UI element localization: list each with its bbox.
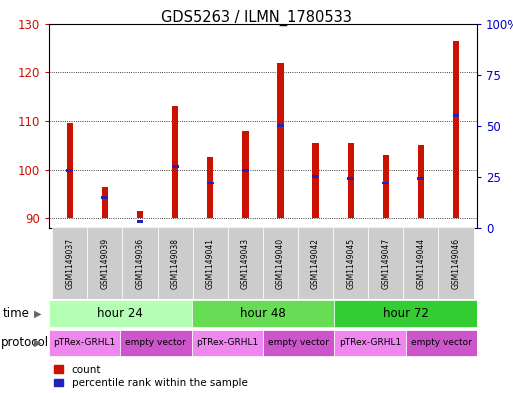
Bar — [312, 143, 319, 218]
FancyBboxPatch shape — [191, 330, 263, 356]
Text: protocol: protocol — [1, 336, 49, 349]
Bar — [347, 143, 354, 218]
Bar — [452, 114, 460, 117]
Text: GSM1149038: GSM1149038 — [171, 238, 180, 289]
Text: ▶: ▶ — [34, 309, 42, 318]
Bar — [207, 157, 213, 218]
FancyBboxPatch shape — [49, 300, 191, 327]
Text: GDS5263 / ILMN_1780533: GDS5263 / ILMN_1780533 — [161, 10, 352, 26]
Bar — [67, 123, 73, 218]
Bar — [66, 169, 73, 172]
Bar — [207, 182, 214, 184]
Text: GSM1149040: GSM1149040 — [276, 238, 285, 289]
Bar — [136, 220, 144, 223]
Text: pTRex-GRHL1: pTRex-GRHL1 — [339, 338, 401, 347]
Text: GSM1149043: GSM1149043 — [241, 238, 250, 289]
FancyBboxPatch shape — [333, 228, 368, 299]
Text: empty vector: empty vector — [411, 338, 472, 347]
Text: GSM1149044: GSM1149044 — [417, 238, 425, 289]
FancyBboxPatch shape — [120, 330, 191, 356]
Bar — [347, 177, 354, 180]
FancyBboxPatch shape — [49, 330, 120, 356]
FancyBboxPatch shape — [403, 228, 439, 299]
FancyBboxPatch shape — [228, 228, 263, 299]
Text: GSM1149037: GSM1149037 — [65, 238, 74, 289]
Bar — [383, 155, 389, 218]
Text: GSM1149036: GSM1149036 — [135, 238, 145, 289]
Bar — [382, 182, 389, 184]
FancyBboxPatch shape — [87, 228, 123, 299]
Bar — [102, 196, 108, 199]
Bar — [172, 165, 179, 168]
FancyBboxPatch shape — [263, 330, 334, 356]
FancyBboxPatch shape — [263, 228, 298, 299]
Text: GSM1149041: GSM1149041 — [206, 238, 215, 289]
Bar — [277, 124, 284, 127]
Bar — [137, 211, 143, 218]
Bar — [102, 187, 108, 218]
FancyBboxPatch shape — [334, 300, 477, 327]
Text: GSM1149042: GSM1149042 — [311, 238, 320, 289]
Text: pTRex-GRHL1: pTRex-GRHL1 — [53, 338, 115, 347]
FancyBboxPatch shape — [157, 228, 193, 299]
FancyBboxPatch shape — [368, 228, 403, 299]
Text: hour 48: hour 48 — [240, 307, 286, 320]
Text: pTRex-GRHL1: pTRex-GRHL1 — [196, 338, 259, 347]
FancyBboxPatch shape — [191, 300, 334, 327]
Bar — [172, 106, 179, 218]
FancyBboxPatch shape — [439, 228, 473, 299]
Text: empty vector: empty vector — [125, 338, 186, 347]
Legend: count, percentile rank within the sample: count, percentile rank within the sample — [54, 365, 248, 388]
Text: GSM1149039: GSM1149039 — [101, 238, 109, 289]
Text: GSM1149045: GSM1149045 — [346, 238, 355, 289]
FancyBboxPatch shape — [193, 228, 228, 299]
Bar — [418, 177, 424, 180]
Text: time: time — [3, 307, 29, 320]
Bar — [418, 145, 424, 218]
Text: hour 72: hour 72 — [383, 307, 429, 320]
FancyBboxPatch shape — [334, 330, 406, 356]
Bar — [242, 169, 249, 172]
Bar — [453, 40, 459, 218]
FancyBboxPatch shape — [298, 228, 333, 299]
Text: GSM1149047: GSM1149047 — [381, 238, 390, 289]
FancyBboxPatch shape — [52, 228, 87, 299]
Text: empty vector: empty vector — [268, 338, 329, 347]
Text: hour 24: hour 24 — [97, 307, 143, 320]
FancyBboxPatch shape — [123, 228, 157, 299]
FancyBboxPatch shape — [406, 330, 477, 356]
Bar — [242, 130, 248, 218]
Bar — [278, 62, 284, 218]
Text: GSM1149046: GSM1149046 — [451, 238, 461, 289]
Text: ▶: ▶ — [34, 338, 42, 348]
Bar — [312, 175, 319, 178]
